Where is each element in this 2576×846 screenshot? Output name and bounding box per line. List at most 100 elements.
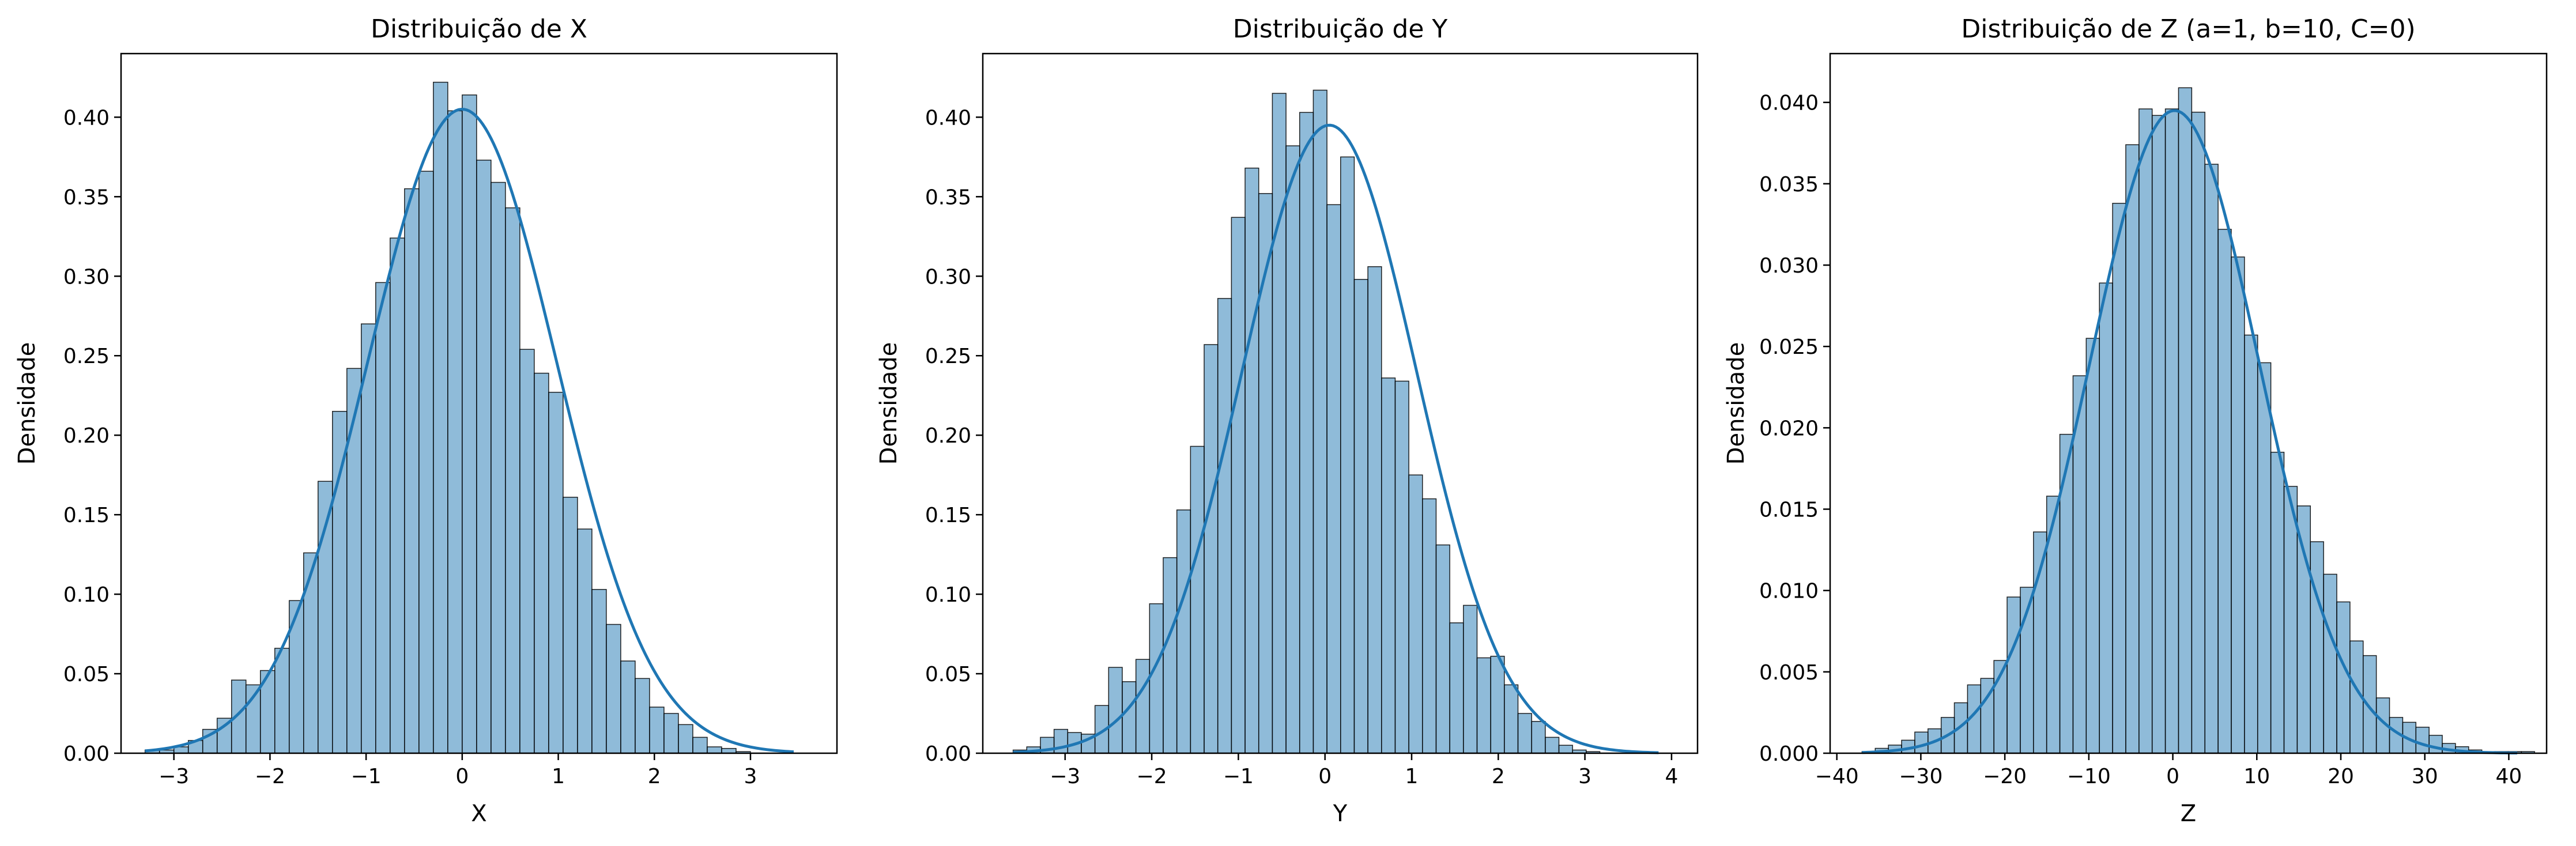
y-tick-label: 0.00 — [63, 742, 110, 766]
y-tick-label: 0.20 — [63, 424, 110, 448]
histogram-bar — [2164, 108, 2179, 754]
y-tick-label: 0.30 — [63, 265, 110, 289]
histogram-bar — [591, 589, 607, 754]
histogram-bar — [2204, 164, 2219, 754]
histogram-bar — [1122, 681, 1137, 754]
y-tick-label: 0.025 — [1759, 335, 1819, 359]
histogram-bar — [620, 660, 636, 754]
x-tick-label: 1 — [552, 765, 565, 788]
axes-frame — [1829, 52, 2548, 754]
histogram-bar — [2257, 362, 2272, 754]
kde-curve — [145, 108, 794, 754]
y-tick-label: 0.10 — [925, 583, 971, 607]
y-tick-label: 0.25 — [63, 345, 110, 368]
histogram-bar — [2007, 596, 2021, 754]
histogram-bar — [534, 372, 549, 754]
y-axis-label: Densidade — [14, 342, 40, 465]
x-tick-label: −1 — [1223, 765, 1254, 788]
y-tick-label: 0.15 — [925, 504, 971, 527]
histogram-bar — [1231, 217, 1246, 754]
histogram-bar — [2125, 144, 2140, 754]
histogram-bar — [476, 160, 492, 754]
histogram-bar — [635, 678, 650, 754]
histogram-bar — [2244, 334, 2258, 754]
y-tick-label: 0.10 — [63, 583, 110, 607]
histogram-bar — [1463, 605, 1478, 754]
histogram-bar — [418, 171, 434, 754]
x-tick-label: 30 — [2412, 765, 2438, 788]
histogram-bar — [274, 648, 290, 754]
y-tick-label: 0.015 — [1759, 498, 1819, 522]
histogram-bar — [1326, 204, 1341, 754]
histogram-bar — [2428, 735, 2443, 754]
histogram-bar — [1504, 684, 1519, 754]
histogram-bar — [577, 528, 593, 754]
histogram-bar — [2178, 87, 2193, 754]
chart-panel-3: −40 −30 −20 −10 0 10 20 30 40 0.000 0.005 0.010 0.01… — [1723, 14, 2548, 827]
histogram-bar — [606, 624, 621, 754]
histogram-bar — [2112, 202, 2126, 754]
histogram-bar — [433, 81, 448, 754]
histogram-bar — [649, 707, 665, 754]
histogram-bar — [2323, 573, 2337, 754]
histogram-bar — [1190, 445, 1205, 754]
y-axis-label: Densidade — [1723, 342, 1749, 465]
histogram-bar — [2217, 229, 2232, 754]
histogram-bar — [1490, 655, 1505, 754]
histogram-bar — [491, 182, 506, 754]
histogram-bar — [1149, 603, 1164, 754]
y-tick-label: 0.35 — [925, 186, 971, 209]
y-tick-label: 0.25 — [925, 345, 971, 368]
histogram-bar — [1285, 145, 1300, 754]
x-tick-label: 2 — [648, 765, 661, 788]
histogram-bar — [707, 746, 722, 754]
histogram-bar — [1217, 298, 1232, 754]
histogram-bar — [2296, 505, 2311, 754]
histogram-bar — [332, 411, 348, 754]
y-tick-label: 0.20 — [925, 424, 971, 448]
histogram-bar — [1299, 112, 1314, 754]
histogram-bar — [692, 737, 708, 754]
histogram-bar — [1108, 667, 1123, 754]
y-tick-label: 0.035 — [1759, 173, 1819, 197]
histogram-bar — [2362, 655, 2377, 754]
x-axis-label: X — [471, 800, 486, 827]
histogram-bar — [2415, 727, 2430, 754]
histogram-bar — [346, 368, 362, 754]
x-tick-label: −10 — [2067, 765, 2111, 788]
x-tick-label: −3 — [1050, 765, 1080, 788]
y-tick-label: 0.000 — [1759, 742, 1819, 766]
histogram-bar — [2283, 486, 2298, 754]
histogram-bar — [1476, 657, 1491, 754]
histogram-bar — [1558, 745, 1573, 754]
histogram-bar — [2139, 108, 2153, 754]
histogram-bar — [404, 188, 420, 754]
chart-panel-1: −3 −2 −1 0 1 2 3 0.00 0.05 0.10 0.15 0.20 0.25 0.30 0.… — [14, 14, 838, 827]
chart-title: Distribuição de Y — [1233, 14, 1448, 44]
y-tick-label: 0.010 — [1759, 580, 1819, 603]
axes-frame — [120, 52, 838, 754]
x-tick-label: 0 — [2166, 765, 2179, 788]
histogram-bar — [2191, 111, 2205, 754]
y-tick-label: 0.15 — [63, 504, 110, 527]
histogram-bar — [2270, 451, 2285, 754]
x-tick-label: −40 — [1815, 765, 1859, 788]
histogram-bar — [1272, 93, 1287, 754]
x-axis-label: Z — [2181, 800, 2196, 827]
histogram-bar — [663, 713, 679, 754]
histogram-bar — [519, 349, 535, 754]
histogram-bar — [1545, 737, 1560, 754]
histogram-bar — [1422, 498, 1437, 754]
x-tick-label: 10 — [2243, 765, 2270, 788]
x-tick-label: 2 — [1492, 765, 1505, 788]
histogram-bar — [1449, 622, 1464, 754]
histogram-bar — [375, 282, 391, 754]
histogram-bar — [1381, 377, 1396, 754]
y-tick-label: 0.00 — [925, 742, 971, 766]
histogram-bar — [1367, 266, 1382, 754]
histogram-bar — [2336, 601, 2351, 754]
y-tick-label: 0.020 — [1759, 417, 1819, 440]
histogram-bar — [1394, 380, 1409, 754]
y-tick-label: 0.40 — [925, 106, 971, 130]
